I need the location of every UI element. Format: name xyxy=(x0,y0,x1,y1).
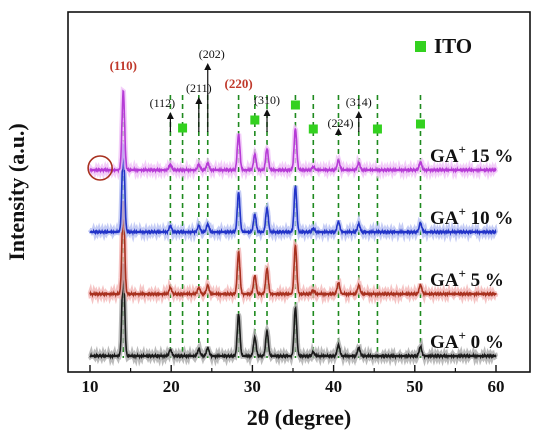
series-label-0: GA+ 0 % xyxy=(430,328,504,353)
series-labels-layer: GA+ 0 % GA+ 5 % GA+ 10 % GA+ 15 % xyxy=(430,142,513,353)
plane-label-7: (314) xyxy=(346,95,372,109)
plane-label-2: (211) xyxy=(186,81,212,95)
series-line-3 xyxy=(89,89,497,175)
plot-frame xyxy=(67,11,531,373)
ito-marker-0 xyxy=(178,123,188,133)
plane-label-0: (110) xyxy=(110,58,137,73)
plane-label-1: (112) xyxy=(150,96,176,110)
plane-label-3: (202) xyxy=(199,47,225,61)
series-label-3: GA+ 15 % xyxy=(430,142,513,167)
plane-arrowhead-6 xyxy=(334,128,342,135)
series-line-0 xyxy=(89,263,497,361)
plane-arrowhead-2 xyxy=(195,97,203,104)
series-label-2: GA+ 10 % xyxy=(430,204,513,229)
plane-label-4: (220) xyxy=(225,76,253,91)
ito-markers-layer xyxy=(178,100,425,134)
ito-marker-2 xyxy=(290,100,300,110)
legend: ITO xyxy=(415,34,472,58)
series-label-1: GA+ 5 % xyxy=(430,266,504,291)
y-axis-title: Intensity (a.u.) xyxy=(4,123,29,261)
annotation-circle xyxy=(87,155,113,181)
x-axis-title: 2θ (degree) xyxy=(247,405,352,430)
x-tick-label-2: 30 xyxy=(244,377,261,396)
x-tick-label-1: 20 xyxy=(163,377,180,396)
plane-arrowhead-3 xyxy=(204,63,212,70)
plane-label-5: (310) xyxy=(254,93,280,107)
ito-marker-4 xyxy=(372,124,382,134)
legend-ito-label: ITO xyxy=(434,34,472,58)
plane-labels-layer: (110) (112) (211) (202) (220)(310) (224) (314) xyxy=(110,47,372,135)
plane-label-6: (224) xyxy=(327,116,353,130)
x-tick-label-5: 60 xyxy=(488,377,505,396)
plane-arrowhead-1 xyxy=(166,112,174,119)
x-ticks-layer: 10 20 30 40 50 60 xyxy=(82,365,505,396)
series-layer xyxy=(87,86,499,367)
series-line-2 xyxy=(89,142,497,237)
x-tick-label-3: 40 xyxy=(325,377,342,396)
plane-arrowhead-7 xyxy=(355,111,363,118)
x-tick-label-0: 10 xyxy=(82,377,99,396)
ito-marker-1 xyxy=(250,115,260,125)
series-line-1 xyxy=(89,200,497,299)
legend-ito-marker xyxy=(415,41,426,52)
plane-arrowhead-5 xyxy=(263,109,271,116)
ito-marker-3 xyxy=(308,124,318,134)
ito-marker-5 xyxy=(415,119,425,129)
x-tick-label-4: 50 xyxy=(406,377,423,396)
